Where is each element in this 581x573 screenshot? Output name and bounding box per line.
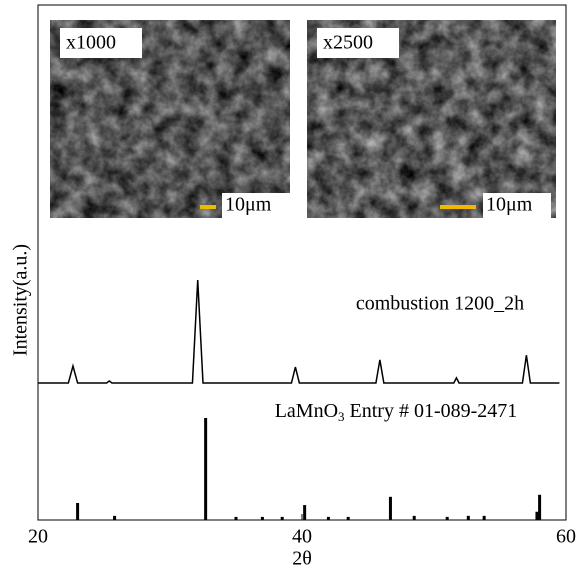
inset-label: x1000 xyxy=(66,32,116,54)
inset-label-box xyxy=(317,28,399,58)
inset-label-box xyxy=(60,28,142,58)
scale-label-box xyxy=(222,193,290,218)
scale-label-box xyxy=(483,193,551,218)
series-label-part: 3 xyxy=(338,409,345,424)
x-tick-label: 20 xyxy=(28,526,48,548)
series-label: LaMnO3 Entry # 01-089-2471 xyxy=(275,400,518,424)
scale-label: 10μm xyxy=(225,194,272,216)
y-axis-label: Intensity(a.u.) xyxy=(10,244,32,356)
x-axis-label: 2θ xyxy=(292,548,312,570)
xrd-pattern xyxy=(38,279,560,384)
scale-label: 10μm xyxy=(486,194,533,216)
inset-label: x2500 xyxy=(323,32,373,54)
x-tick-label: 60 xyxy=(556,526,576,548)
series-label-part: Entry # 01-089-2471 xyxy=(345,400,518,422)
x-tick-label: 40 xyxy=(292,526,312,548)
series-label: combustion 1200_2h xyxy=(356,293,524,315)
series-label-part: LaMnO xyxy=(275,400,338,422)
